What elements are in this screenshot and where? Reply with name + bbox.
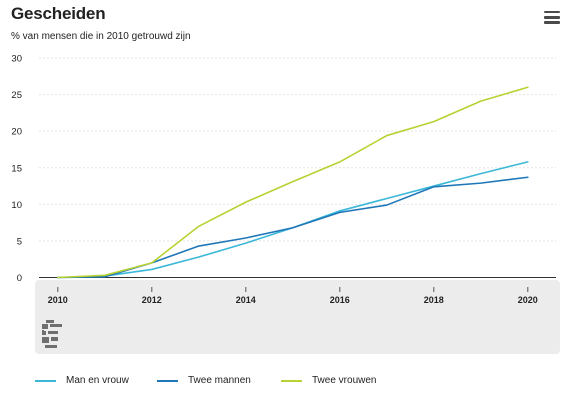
legend-swatch xyxy=(157,379,178,382)
y-tick-label: 0 xyxy=(17,273,22,284)
series-line-twee-mannen xyxy=(56,176,529,279)
legend-item-twee-mannen[interactable]: Twee mannen xyxy=(157,375,281,386)
x-tick-label: 2014 xyxy=(236,295,256,305)
legend-label: Twee mannen xyxy=(188,375,251,386)
chart-legend: Man en vrouw Twee mannen Twee vrouwen xyxy=(35,375,376,386)
series-line-man-en-vrouw xyxy=(56,161,529,279)
y-tick-label: 10 xyxy=(11,200,22,211)
y-tick-label: 15 xyxy=(11,163,22,174)
y-tick-label: 20 xyxy=(11,127,22,138)
chart-subtitle: % van mensen die in 2010 getrouwd zijn xyxy=(11,31,191,42)
x-tick-label: 2010 xyxy=(48,295,68,305)
x-tick-label: 2016 xyxy=(330,295,350,305)
x-axis-band xyxy=(35,280,560,354)
cbs-logo-icon xyxy=(42,320,62,348)
x-tick-label: 2012 xyxy=(142,295,162,305)
x-tick-label: 2018 xyxy=(424,295,444,305)
x-tick-label: 2020 xyxy=(518,295,538,305)
hamburger-menu-icon[interactable] xyxy=(544,11,560,24)
legend-item-twee-vrouwen[interactable]: Twee vrouwen xyxy=(281,375,376,386)
y-tick-label: 30 xyxy=(11,54,22,65)
chart-title: Gescheiden xyxy=(11,4,106,23)
legend-swatch xyxy=(35,379,56,382)
legend-label: Twee vrouwen xyxy=(312,375,377,386)
y-tick-label: 25 xyxy=(11,90,22,101)
legend-label: Man en vrouw xyxy=(66,375,129,386)
series-line-twee-vrouwen xyxy=(56,86,529,279)
legend-swatch xyxy=(281,379,302,382)
y-tick-label: 5 xyxy=(17,236,22,247)
legend-item-man-en-vrouw[interactable]: Man en vrouw xyxy=(35,375,157,386)
